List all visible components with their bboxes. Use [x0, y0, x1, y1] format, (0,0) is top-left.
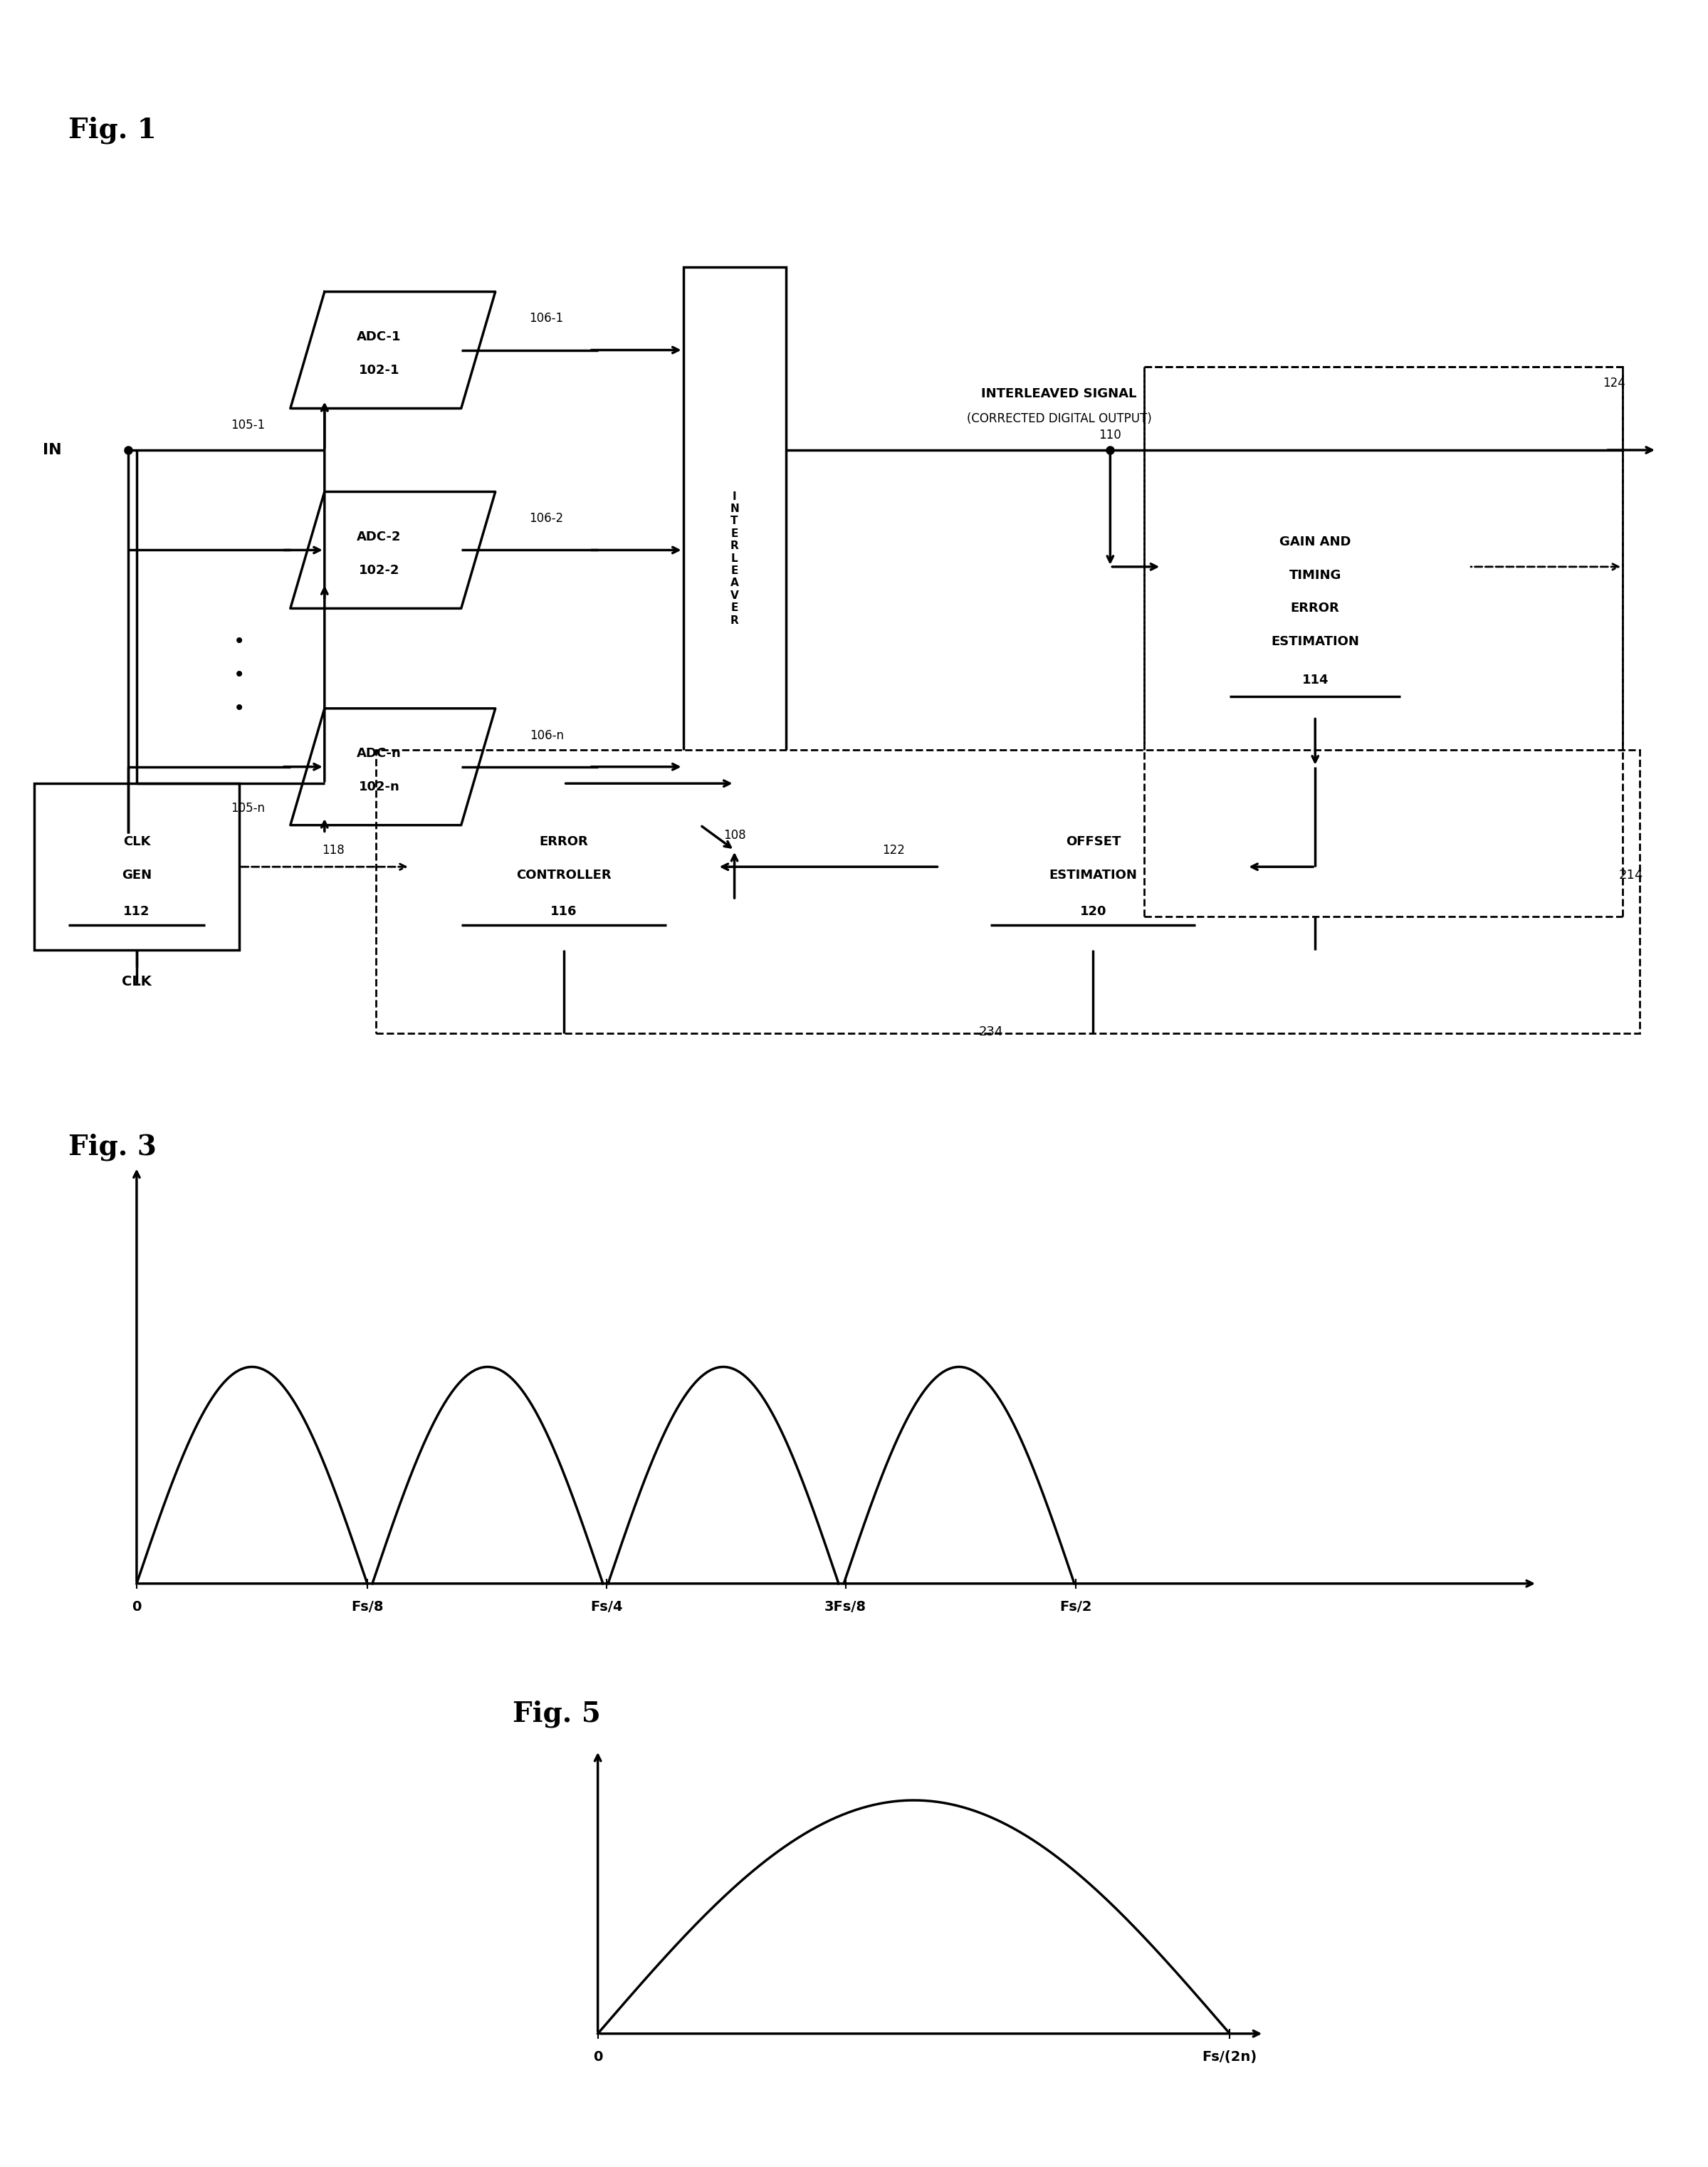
Text: 122: 122 — [883, 843, 905, 856]
Text: 114: 114 — [1301, 674, 1329, 687]
Text: 110: 110 — [1098, 429, 1122, 442]
Bar — [410, 784, 717, 949]
Text: 102-n: 102-n — [359, 780, 400, 793]
Text: 0: 0 — [593, 2050, 603, 2063]
Text: I
N
T
E
R
L
E
A
V
E
R: I N T E R L E A V E R — [729, 492, 740, 626]
Text: ADC-2: ADC-2 — [357, 531, 401, 544]
Text: 120: 120 — [1079, 906, 1107, 919]
Text: 102-1: 102-1 — [359, 364, 400, 377]
Text: ERROR: ERROR — [540, 836, 588, 847]
Text: IN: IN — [43, 442, 61, 457]
Text: Fs/4: Fs/4 — [591, 1599, 622, 1614]
Text: 102-2: 102-2 — [359, 563, 400, 576]
Text: ADC-1: ADC-1 — [357, 329, 401, 342]
Text: 106-1: 106-1 — [529, 312, 564, 325]
Bar — [683, 267, 786, 849]
Bar — [34, 784, 239, 949]
Text: CONTROLLER: CONTROLLER — [516, 869, 611, 882]
Text: OFFSET: OFFSET — [1066, 836, 1120, 847]
Text: •: • — [234, 698, 244, 719]
Text: 116: 116 — [550, 906, 577, 919]
Text: •: • — [234, 665, 244, 685]
Text: (CORRECTED DIGITAL OUTPUT): (CORRECTED DIGITAL OUTPUT) — [967, 412, 1151, 425]
Text: ADC-n: ADC-n — [357, 748, 401, 761]
Text: Fig. 3: Fig. 3 — [68, 1133, 157, 1162]
Text: TIMING: TIMING — [1290, 568, 1341, 581]
Text: 105-1: 105-1 — [231, 418, 265, 431]
Bar — [1144, 366, 1623, 917]
Text: INTERLEAVED SIGNAL: INTERLEAVED SIGNAL — [980, 388, 1138, 401]
Text: ESTIMATION: ESTIMATION — [1271, 635, 1360, 648]
Text: Fs/2: Fs/2 — [1061, 1599, 1091, 1614]
Text: ERROR: ERROR — [1291, 602, 1339, 615]
Text: GEN: GEN — [121, 869, 152, 882]
Bar — [376, 750, 1640, 1034]
Text: Fs/8: Fs/8 — [352, 1599, 383, 1614]
Text: Fig. 5: Fig. 5 — [512, 1701, 601, 1727]
Text: 118: 118 — [321, 843, 345, 856]
Text: 105-n: 105-n — [231, 802, 265, 815]
Text: GAIN AND: GAIN AND — [1279, 535, 1351, 548]
Text: CLK: CLK — [123, 836, 150, 847]
Text: 108: 108 — [722, 830, 746, 841]
Text: 0: 0 — [132, 1599, 142, 1614]
Text: Fig. 1: Fig. 1 — [68, 117, 157, 143]
Text: Fs/(2n): Fs/(2n) — [1202, 2050, 1257, 2063]
Text: 3Fs/8: 3Fs/8 — [825, 1599, 866, 1614]
Text: ESTIMATION: ESTIMATION — [1049, 869, 1138, 882]
Bar — [939, 784, 1247, 949]
Bar — [1161, 416, 1469, 717]
Text: 112: 112 — [123, 906, 150, 919]
Text: 234: 234 — [979, 1025, 1003, 1038]
Text: 106-n: 106-n — [529, 728, 564, 741]
Text: 124: 124 — [1602, 377, 1626, 390]
Text: 106-2: 106-2 — [529, 511, 564, 524]
Text: 214: 214 — [1619, 869, 1643, 882]
Text: CLK: CLK — [121, 975, 152, 988]
Text: •: • — [234, 633, 244, 652]
